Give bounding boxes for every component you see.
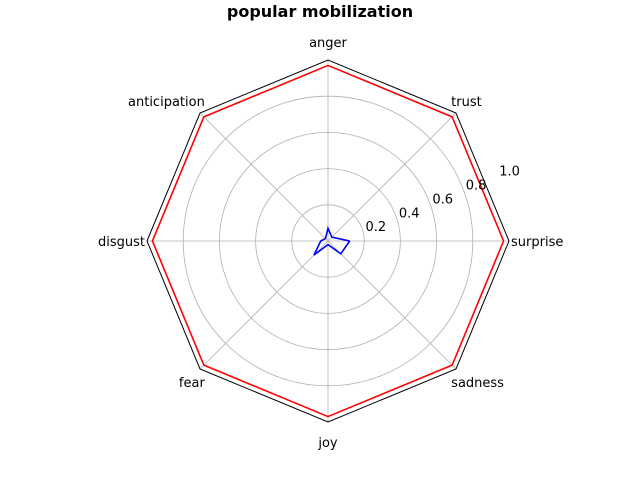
series-line-2 [313,225,351,256]
category-label-anger: anger [309,36,347,51]
category-label-trust: trust [451,95,482,110]
radial-tick-label: 0.4 [399,206,420,221]
angular-gridline [327,240,457,370]
category-label-joy: joy [317,436,338,451]
outer-frame [146,59,510,423]
series-line-1 [151,64,505,418]
radial-tick-label: 1.0 [499,165,520,180]
label-layer: surprise trust anger anticipation disgust fea… [98,36,563,451]
radial-tick-label: 0.6 [432,192,453,207]
category-label-sadness: sadness [451,376,504,391]
category-label-anticipation: anticipation [128,95,205,110]
category-label-surprise: surprise [511,235,563,250]
angular-gridline [327,112,457,242]
grid-layer [147,60,509,422]
angular-gridline [199,240,329,370]
frame-layer [146,59,510,423]
angular-gridline [199,112,329,242]
category-label-disgust: disgust [98,235,145,250]
chart-title: popular mobilization [227,2,413,21]
radial-tick-label: 0.8 [466,179,487,194]
category-label-fear: fear [179,376,206,391]
series-layer [151,64,505,418]
radial-tick-label: 0.2 [365,220,386,235]
